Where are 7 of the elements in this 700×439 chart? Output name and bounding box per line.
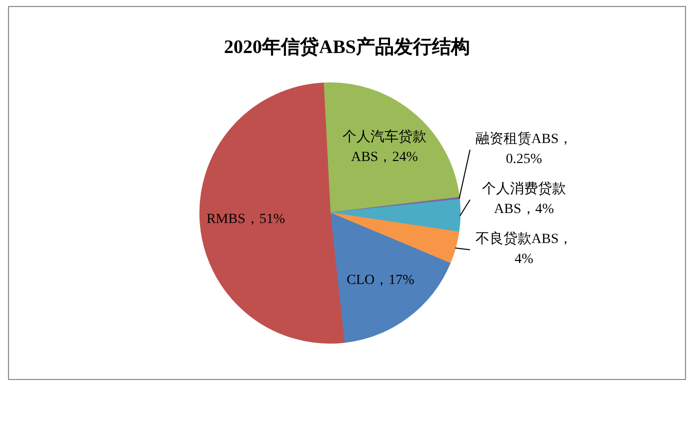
slice-label: 个人汽车贷款ABS，24% — [341, 128, 428, 168]
slice-label: 融资租赁ABS，0.25% — [474, 130, 574, 169]
slice-label: 个人消费贷款ABS，4% — [481, 180, 567, 219]
slice-label: CLO，17% — [346, 272, 416, 290]
chart-title: 2020年信贷ABS产品发行结构 — [223, 36, 471, 60]
slice-label: RMBS，51% — [205, 210, 286, 229]
slice-label: 不良贷款ABS，4% — [474, 230, 574, 269]
